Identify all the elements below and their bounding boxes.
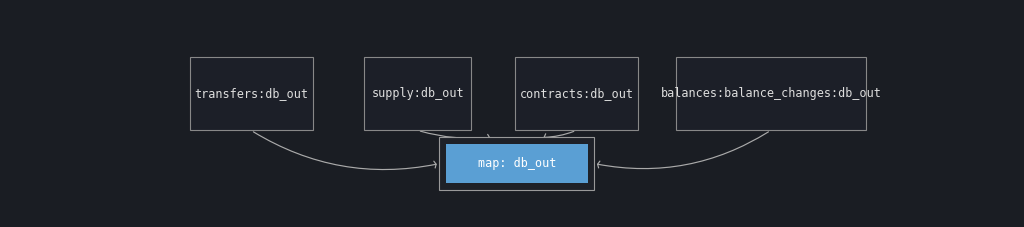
Text: supply:db_out: supply:db_out — [372, 87, 464, 100]
FancyBboxPatch shape — [365, 57, 471, 130]
FancyBboxPatch shape — [515, 57, 638, 130]
Text: balances:balance_changes:db_out: balances:balance_changes:db_out — [660, 87, 882, 100]
Text: transfers:db_out: transfers:db_out — [194, 87, 308, 100]
FancyBboxPatch shape — [445, 144, 588, 183]
Text: map: db_out: map: db_out — [477, 157, 556, 170]
Text: contracts:db_out: contracts:db_out — [519, 87, 634, 100]
FancyBboxPatch shape — [676, 57, 866, 130]
FancyBboxPatch shape — [189, 57, 312, 130]
FancyBboxPatch shape — [439, 137, 594, 190]
